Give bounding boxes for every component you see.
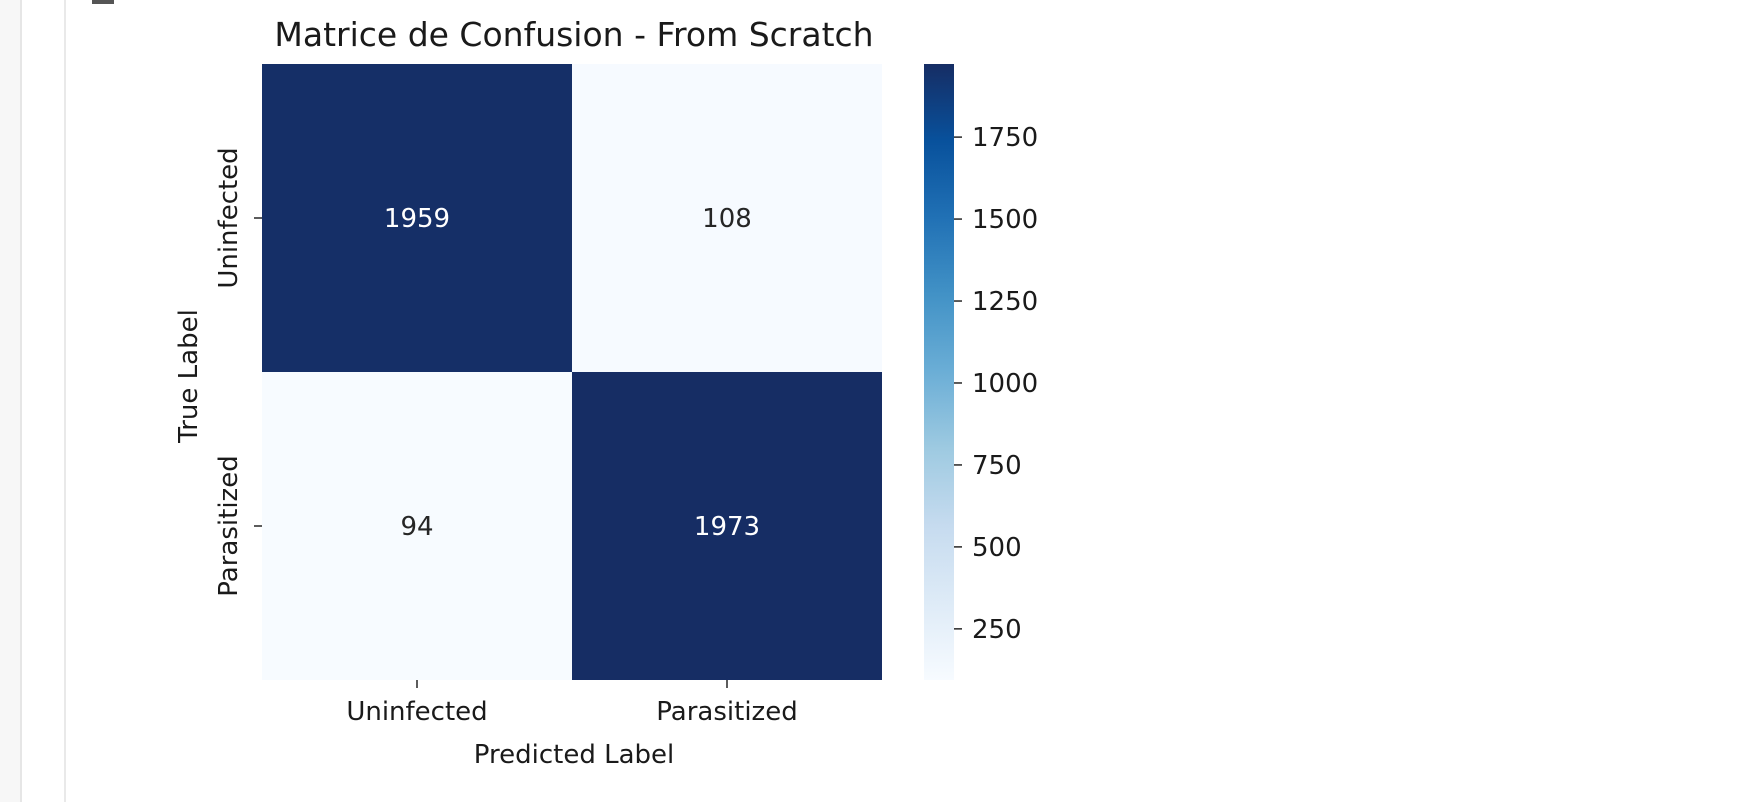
colorbar-tick-label: 1500: [972, 205, 1038, 235]
output-area-border: [64, 0, 66, 802]
x-axis-label: Predicted Label: [474, 740, 674, 770]
colorbar-ticks: 250 500 750 1000 1250 1500 1750: [954, 123, 1038, 645]
cell-left-border: [20, 0, 22, 802]
cell-value-label: 1959: [384, 204, 450, 234]
colorbar-tick-label: 250: [972, 615, 1022, 645]
output-toggle-icon[interactable]: [92, 0, 114, 4]
x-axis-ticks: Uninfected Parasitized: [346, 680, 798, 727]
heatmap-cell: [262, 372, 572, 680]
heatmap-cell: [572, 372, 882, 680]
chart-title: Matrice de Confusion - From Scratch: [274, 15, 873, 54]
colorbar: [924, 64, 954, 680]
heatmap-cell: [572, 64, 882, 372]
cell-value-label: 1973: [694, 512, 760, 542]
y-tick-label: Parasitized: [214, 455, 244, 596]
colorbar-tick-label: 500: [972, 533, 1022, 563]
colorbar-tick-label: 750: [972, 451, 1022, 481]
colorbar-tick-label: 1250: [972, 287, 1038, 317]
x-tick-label: Uninfected: [346, 697, 487, 727]
y-axis-label: True Label: [174, 309, 204, 444]
notebook-gutter: [0, 0, 20, 802]
heatmap-cells: 1959 108 94 1973: [262, 64, 882, 680]
y-axis-ticks: Uninfected Parasitized: [214, 147, 262, 597]
cell-value-label: 94: [400, 512, 433, 542]
colorbar-tick-label: 1000: [972, 369, 1038, 399]
x-tick-label: Parasitized: [656, 697, 797, 727]
heatmap-cell: [262, 64, 572, 372]
colorbar-tick-label: 1750: [972, 123, 1038, 153]
cell-value-label: 108: [702, 204, 752, 234]
y-tick-label: Uninfected: [214, 147, 244, 288]
